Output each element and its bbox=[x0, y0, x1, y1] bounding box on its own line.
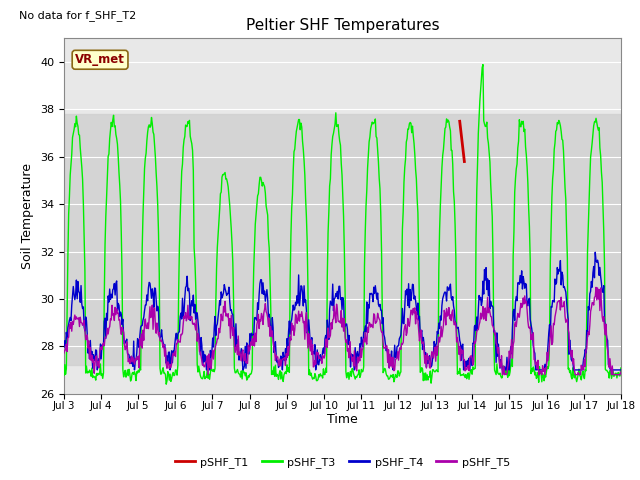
Y-axis label: Soil Temperature: Soil Temperature bbox=[22, 163, 35, 269]
Title: Peltier SHF Temperatures: Peltier SHF Temperatures bbox=[246, 18, 439, 33]
Text: No data for f_SHF_T2: No data for f_SHF_T2 bbox=[19, 10, 137, 21]
Text: VR_met: VR_met bbox=[75, 53, 125, 66]
Bar bbox=[64, 114, 621, 365]
Legend: pSHF_T1, pSHF_T3, pSHF_T4, pSHF_T5: pSHF_T1, pSHF_T3, pSHF_T4, pSHF_T5 bbox=[170, 453, 515, 472]
X-axis label: Time: Time bbox=[327, 413, 358, 426]
